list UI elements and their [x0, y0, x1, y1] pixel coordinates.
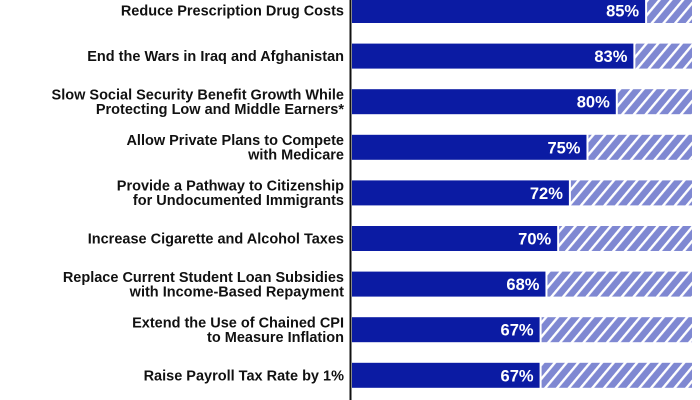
category-label: Extend the Use of Chained CPI: [132, 315, 344, 331]
bar-support: [352, 180, 569, 206]
bar-value-label: 80%: [577, 94, 610, 112]
category-label: to Measure Inflation: [207, 330, 344, 346]
bar-remainder-hatched: [547, 271, 692, 297]
bar-remainder-hatched: [541, 362, 692, 388]
category-label: Increase Cigarette and Alcohol Taxes: [88, 232, 344, 248]
bar-remainder-hatched: [588, 134, 692, 160]
category-label: with Medicare: [247, 148, 344, 164]
bar-support: [352, 362, 540, 388]
bar-remainder-hatched: [647, 0, 692, 23]
bar-support: [352, 226, 558, 251]
bar-value-label: 83%: [594, 48, 627, 66]
bar-value-label: 68%: [506, 276, 539, 294]
category-label: for Undocumented Immigrants: [133, 193, 344, 209]
bar-value-label: 70%: [518, 231, 551, 249]
bar-remainder-hatched: [617, 89, 692, 115]
category-label: Reduce Prescription Drug Costs: [121, 4, 344, 20]
bar-value-label: 67%: [501, 322, 534, 340]
bar-remainder-hatched: [635, 43, 692, 69]
bar-support: [352, 134, 587, 160]
bar-support: [352, 317, 540, 343]
bar-support: [352, 0, 646, 23]
bar-remainder-hatched: [570, 180, 692, 206]
bar-value-label: 75%: [547, 139, 580, 157]
bar-value-label: 72%: [530, 185, 563, 203]
bar-support: [352, 271, 546, 297]
category-label: End the Wars in Iraq and Afghanistan: [87, 49, 344, 65]
category-label: Replace Current Student Loan Subsidies: [63, 270, 344, 286]
category-labels: Reduce Prescription Drug Costs End the Wa…: [52, 4, 345, 385]
category-label: Raise Payroll Tax Rate by 1%: [144, 368, 345, 384]
category-label: Slow Social Security Benefit Growth Whil…: [52, 87, 344, 103]
bar-support: [352, 43, 634, 69]
bar-support: [352, 89, 616, 115]
category-label: Provide a Pathway to Citizenship: [117, 179, 344, 195]
category-label: with Income-Based Repayment: [129, 284, 344, 300]
category-label: Allow Private Plans to Compete: [126, 133, 344, 149]
bar-value-label: 67%: [501, 367, 534, 385]
bar-remainder-hatched: [559, 226, 692, 251]
category-label: Protecting Low and Middle Earners*: [96, 102, 345, 118]
bar-remainder-hatched: [541, 317, 692, 343]
bar-value-label: 85%: [606, 3, 639, 21]
bars-layer: 85% 83% 80% 75% 72% 70% 68% 67% 67%: [352, 0, 692, 388]
